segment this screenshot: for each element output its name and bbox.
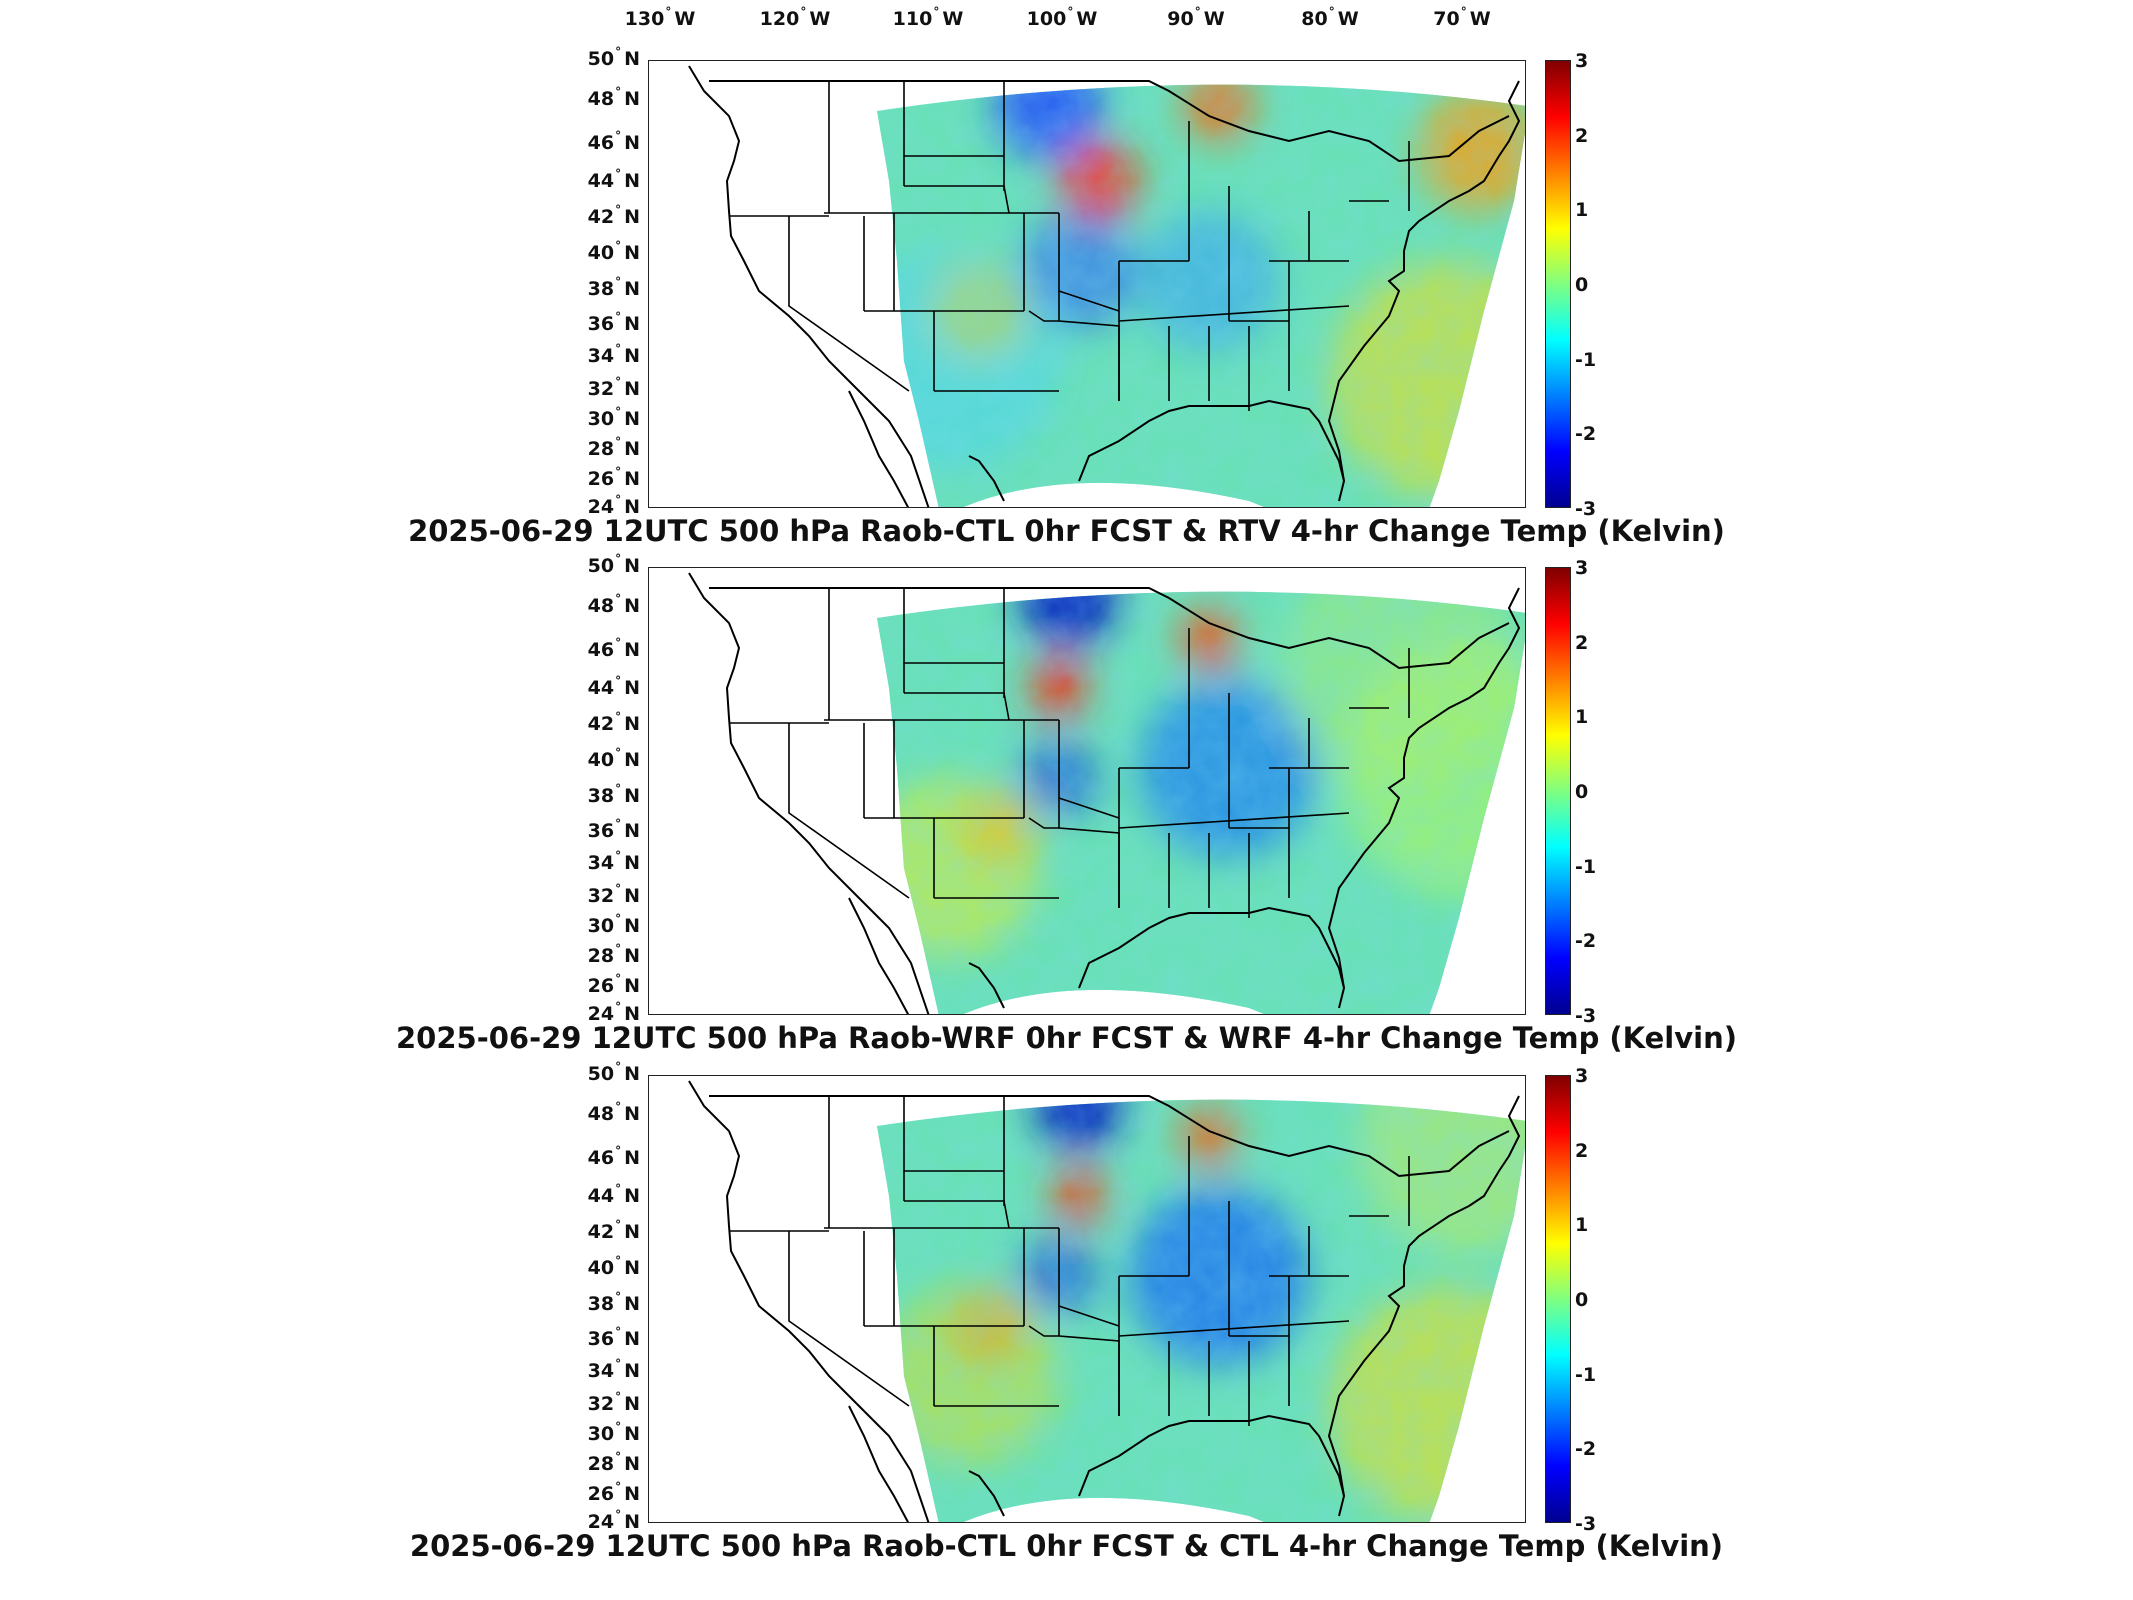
colorbar <box>1545 567 1571 1015</box>
colorbar <box>1545 1075 1571 1523</box>
temperature-field <box>877 591 1525 1014</box>
lat-label: 24° N <box>587 493 640 518</box>
lat-label: 42° N <box>587 1218 640 1243</box>
colorbar-tick-label: 2 <box>1575 1139 1589 1162</box>
lat-label: 28° N <box>587 1450 640 1475</box>
lat-label: 32° N <box>587 882 640 907</box>
lat-label: 36° N <box>587 817 640 842</box>
colorbar-tick-label: 3 <box>1575 1065 1589 1087</box>
lon-label: 80° W <box>1301 5 1359 30</box>
colorbar-tick-label: -3 <box>1575 1513 1597 1535</box>
lon-label: 110° W <box>892 5 964 30</box>
lat-label: 30° N <box>587 912 640 937</box>
colorbar-tick-label: 3 <box>1575 50 1589 72</box>
lat-label: 26° N <box>587 465 640 490</box>
colorbar-tick-label: -2 <box>1575 1438 1597 1461</box>
lat-label: 48° N <box>587 592 640 617</box>
lat-label: 48° N <box>587 85 640 110</box>
lat-label: 36° N <box>587 1325 640 1350</box>
colorbar <box>1545 60 1571 508</box>
lat-label: 34° N <box>587 342 640 367</box>
state-borders <box>729 81 1410 411</box>
lat-label: 34° N <box>587 849 640 874</box>
lat-label: 50° N <box>587 552 640 577</box>
lat-label: 38° N <box>587 782 640 807</box>
temperature-field <box>877 1099 1525 1522</box>
coastlines <box>688 65 1521 507</box>
lat-label: 46° N <box>587 129 640 154</box>
lat-label: 40° N <box>587 1254 640 1279</box>
lat-label: 46° N <box>587 636 640 661</box>
map-frame <box>648 60 1526 508</box>
lon-label: 120° W <box>759 5 831 30</box>
lat-label: 42° N <box>587 710 640 735</box>
lat-label: 32° N <box>587 375 640 400</box>
coastlines <box>688 572 1521 1014</box>
lat-label: 38° N <box>587 1290 640 1315</box>
map-frame <box>648 567 1526 1015</box>
coastlines <box>688 1080 1521 1522</box>
lat-label: 44° N <box>587 674 640 699</box>
temperature-field <box>877 84 1525 507</box>
lat-label: 26° N <box>587 972 640 997</box>
lat-label: 40° N <box>587 239 640 264</box>
lat-label: 50° N <box>587 45 640 70</box>
lon-label: 130° W <box>624 5 696 30</box>
colorbar-tick-label: 2 <box>1575 124 1589 147</box>
state-borders <box>729 1096 1410 1426</box>
panel-title: 2025-06-29 12UTC 500 hPa Raob-CTL 0hr FC… <box>409 1529 1724 1563</box>
colorbar-tick-label: 0 <box>1575 1289 1589 1311</box>
lat-label: 30° N <box>587 405 640 430</box>
map-frame <box>648 1075 1526 1523</box>
colorbar-tick-label: 0 <box>1575 274 1589 296</box>
colorbar-tick-label: 0 <box>1575 781 1589 803</box>
colorbar-tick-label: -2 <box>1575 930 1597 953</box>
lat-label: 32° N <box>587 1390 640 1415</box>
lon-label: 100° W <box>1026 5 1098 30</box>
colorbar-tick-label: -1 <box>1575 855 1597 878</box>
lat-label: 38° N <box>587 275 640 300</box>
lon-label: 90° W <box>1167 5 1225 30</box>
lat-label: 24° N <box>587 1508 640 1533</box>
colorbar-tick-label: -1 <box>1575 1363 1597 1386</box>
colorbar-tick-label: 1 <box>1575 706 1589 729</box>
colorbar-tick-label: 2 <box>1575 631 1589 654</box>
lat-label: 30° N <box>587 1420 640 1445</box>
panel-title: 2025-06-29 12UTC 500 hPa Raob-WRF 0hr FC… <box>395 1021 1737 1055</box>
lat-label: 28° N <box>587 942 640 967</box>
lat-label: 34° N <box>587 1357 640 1382</box>
colorbar-tick-label: 1 <box>1575 199 1589 222</box>
colorbar-tick-label: -2 <box>1575 423 1597 446</box>
lat-label: 44° N <box>587 1182 640 1207</box>
lon-label: 70° W <box>1433 5 1491 30</box>
lat-label: 48° N <box>587 1100 640 1125</box>
lat-label: 46° N <box>587 1144 640 1169</box>
lat-label: 50° N <box>587 1060 640 1085</box>
colorbar-tick-label: 3 <box>1575 557 1589 579</box>
colorbar-tick-label: 1 <box>1575 1214 1589 1237</box>
lat-label: 42° N <box>587 203 640 228</box>
lat-label: 28° N <box>587 435 640 460</box>
colorbar-tick-label: -3 <box>1575 1005 1597 1027</box>
lat-label: 40° N <box>587 746 640 771</box>
colorbar-tick-label: -1 <box>1575 348 1597 371</box>
panel-title: 2025-06-29 12UTC 500 hPa Raob-CTL 0hr FC… <box>408 514 1725 548</box>
lat-label: 24° N <box>587 1000 640 1025</box>
lat-label: 44° N <box>587 167 640 192</box>
colorbar-tick-label: -3 <box>1575 498 1597 520</box>
state-borders <box>729 588 1410 918</box>
lat-label: 26° N <box>587 1480 640 1505</box>
lat-label: 36° N <box>587 310 640 335</box>
